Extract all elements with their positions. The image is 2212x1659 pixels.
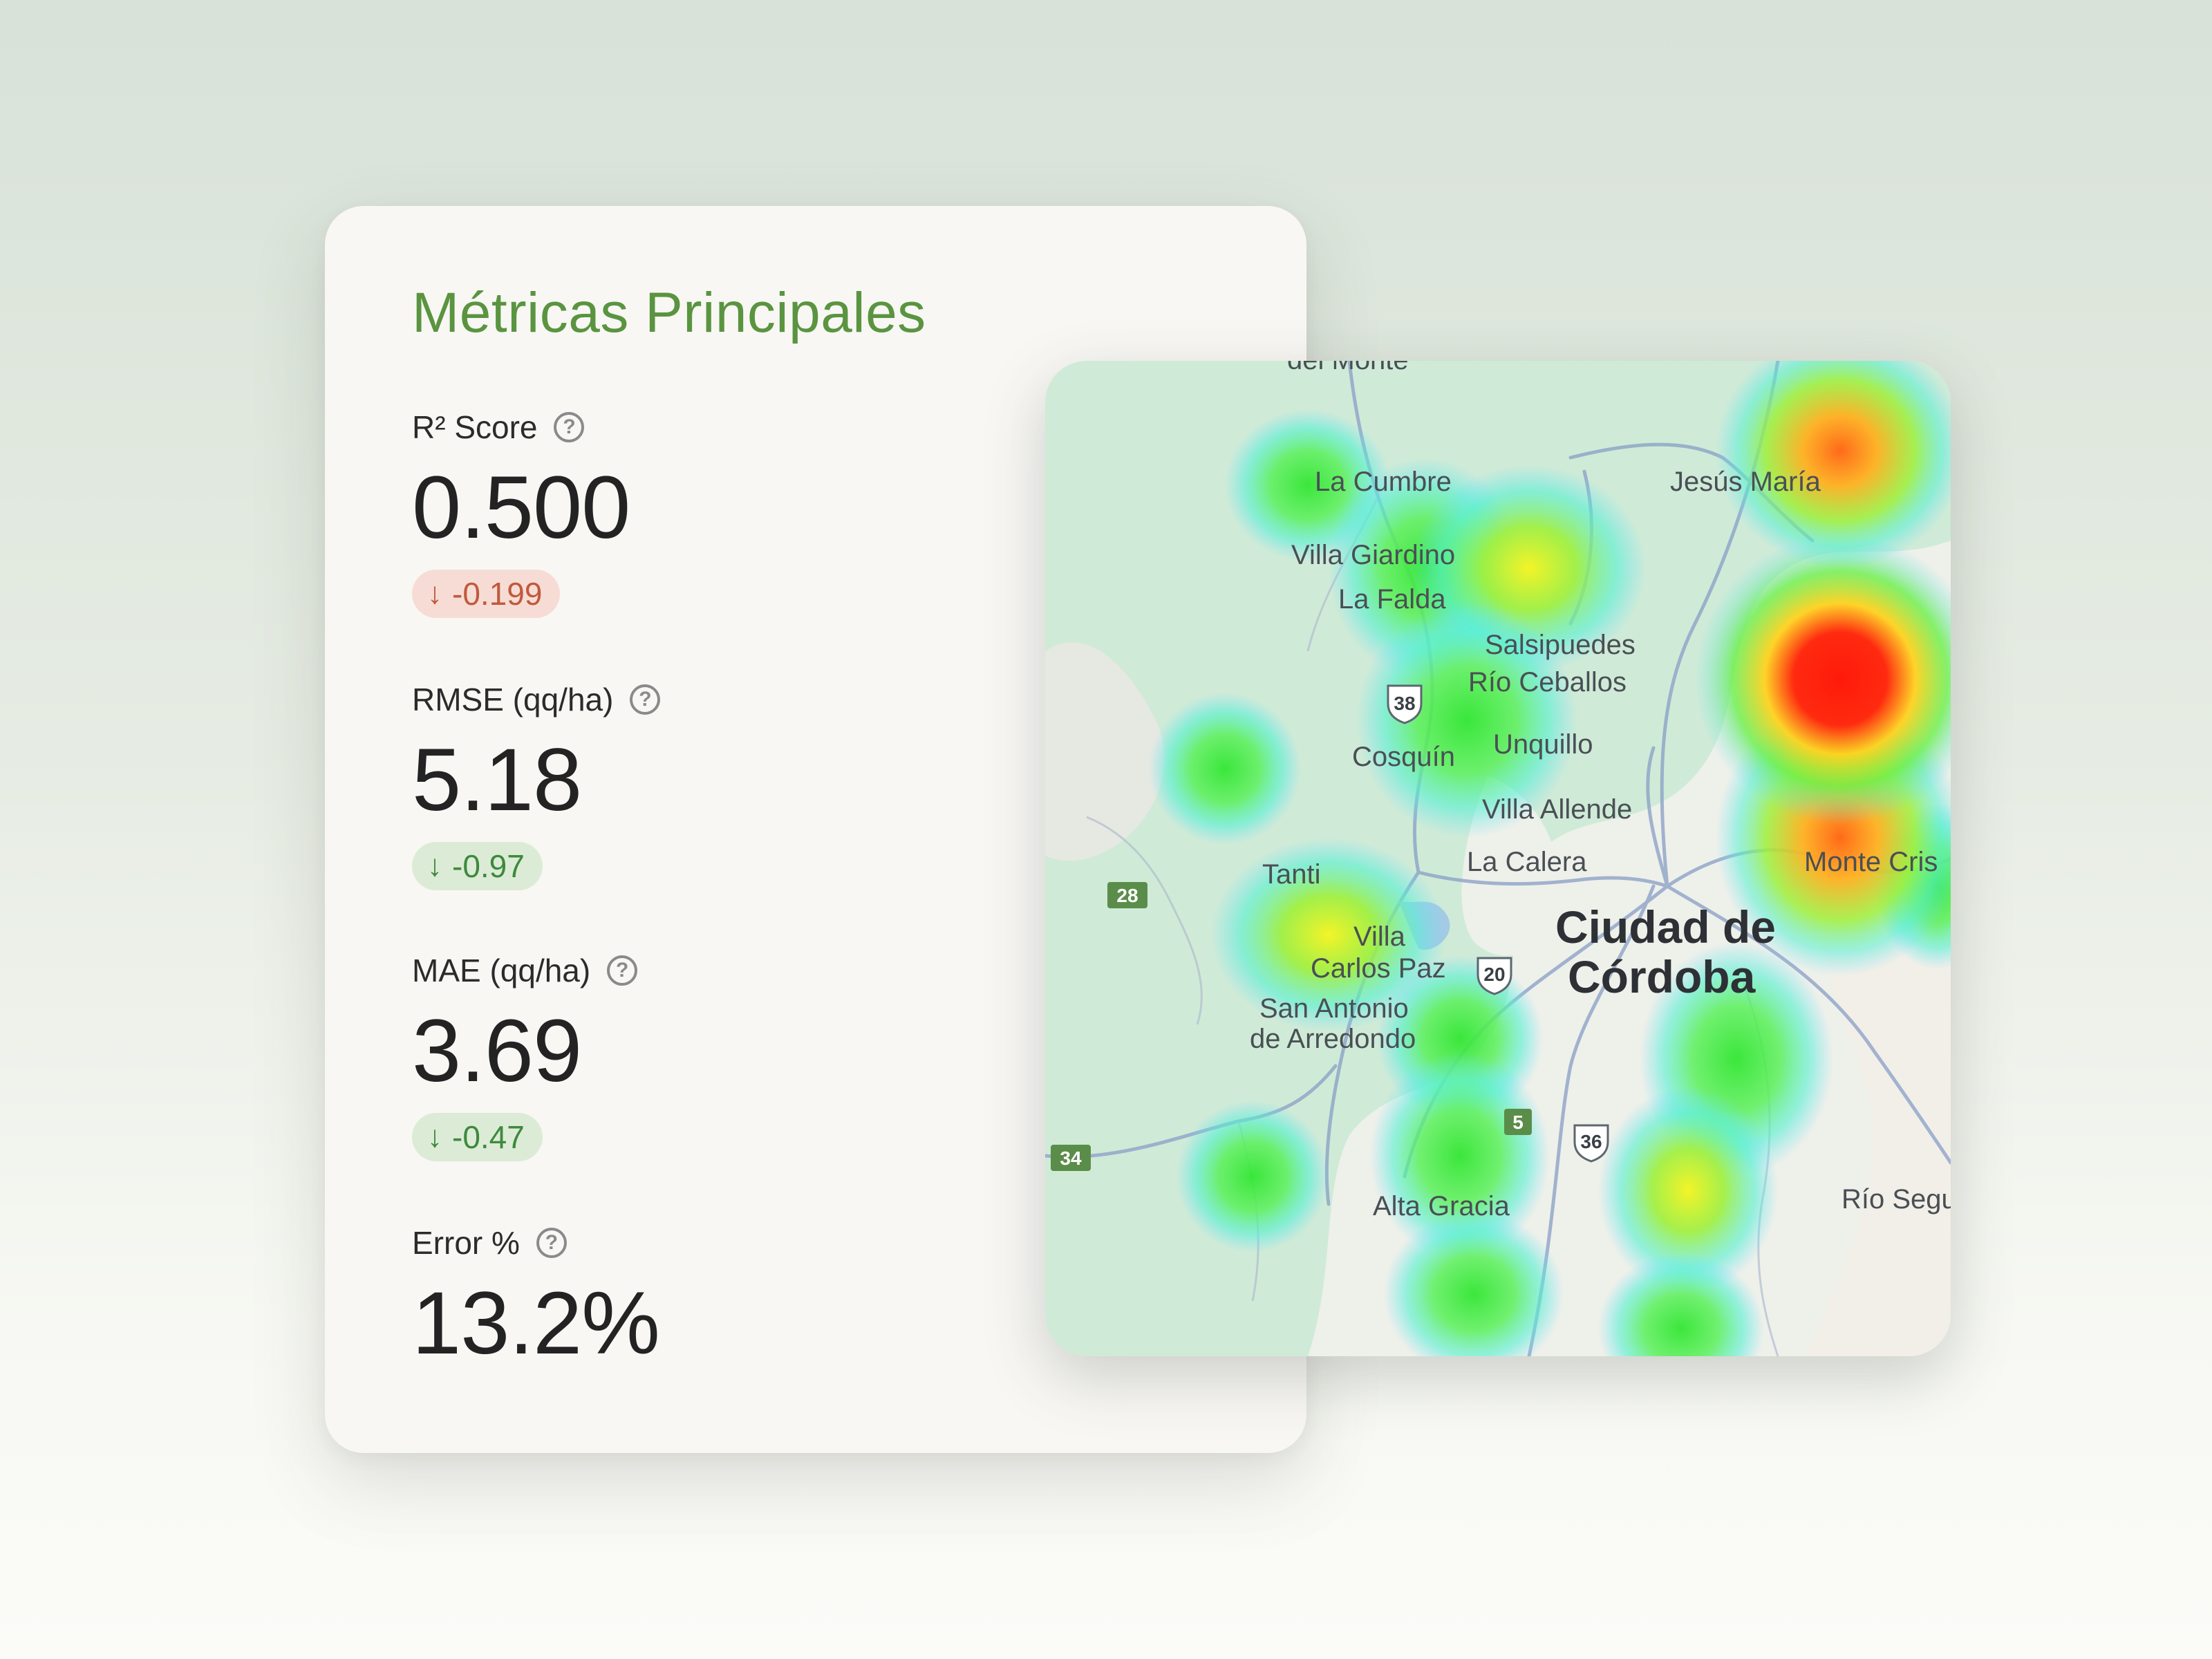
route-shield-20: 20 [1477,957,1512,995]
place-label: Salsipuedes [1485,630,1635,660]
metric-value: 0.500 [412,458,630,557]
metric-label: RMSE (qq/ha) [412,682,614,718]
metric-label: Error % [412,1225,520,1261]
place-label: Carlos Paz [1311,953,1446,984]
route-shield-38: 38 [1387,684,1423,724]
place-label: Unquillo [1493,729,1593,760]
question-circle-icon[interactable]: ? [554,412,585,442]
place-label: San Antonio [1259,993,1409,1024]
card-title: Métricas Principales [412,281,926,344]
place-label: Villa Giardino [1291,540,1455,570]
city-label-line2: Córdoba [1568,951,1756,1002]
place-label: del Monte [1287,361,1409,375]
metric-rmse: RMSE (qq/ha) ? 5.18 ↓ -0.97 [412,677,661,890]
svg-text:34: 34 [1060,1147,1082,1169]
place-label: de Arredondo [1250,1024,1416,1054]
place-label: Tanti [1262,859,1321,890]
question-circle-icon[interactable]: ? [630,684,661,715]
heatmap-map[interactable]: 38 28 20 5 36 34 del Monte La Cumbre Jes… [1045,361,1951,1356]
city-label-line1: Ciudad de [1555,901,1776,953]
place-label: Monte Cris [1804,847,1938,877]
metric-value: 5.18 [412,731,582,830]
map-canvas[interactable]: 38 28 20 5 36 34 del Monte La Cumbre Jes… [1045,361,1951,1356]
svg-text:5: 5 [1512,1112,1524,1133]
delta-value: -0.97 [452,848,525,884]
question-circle-icon[interactable]: ? [607,955,638,986]
place-label: Río Segu [1841,1184,1951,1215]
svg-text:36: 36 [1580,1131,1602,1152]
metric-value: 13.2% [412,1274,660,1373]
delta-value: -0.47 [452,1119,525,1155]
svg-text:28: 28 [1116,885,1138,906]
metric-error-percent: Error % ? 13.2% [412,1221,660,1376]
delta-badge: ↓ -0.199 [412,570,561,618]
question-circle-icon[interactable]: ? [536,1228,567,1258]
metric-r2-score: R² Score ? 0.500 ↓ -0.199 [412,405,630,618]
route-shield-5: 5 [1504,1109,1532,1135]
route-shield-34: 34 [1051,1145,1091,1171]
metric-value: 3.69 [412,1002,582,1100]
arrow-down-icon: ↓ [427,1120,442,1154]
metric-label: R² Score [412,409,538,445]
place-label: Villa [1353,921,1406,952]
svg-text:38: 38 [1394,693,1415,714]
svg-text:20: 20 [1483,964,1505,985]
place-label: Río Ceballos [1468,667,1627,697]
route-shield-28: 28 [1107,882,1147,908]
arrow-down-icon: ↓ [427,577,442,610]
place-label: Jesús María [1670,467,1821,497]
place-label: La Falda [1338,584,1446,615]
place-label: La Cumbre [1315,467,1452,497]
delta-value: -0.199 [452,576,543,612]
delta-badge: ↓ -0.47 [412,1113,543,1161]
route-shield-36: 36 [1573,1124,1609,1163]
place-label: Villa Allende [1482,794,1632,825]
place-label: Alta Gracia [1373,1191,1510,1221]
place-label: Cosquín [1352,742,1455,772]
arrow-down-icon: ↓ [427,849,442,883]
metric-mae: MAE (qq/ha) ? 3.69 ↓ -0.47 [412,948,638,1161]
metric-label: MAE (qq/ha) [412,953,591,988]
delta-badge: ↓ -0.97 [412,842,543,890]
place-label: La Calera [1467,847,1587,877]
